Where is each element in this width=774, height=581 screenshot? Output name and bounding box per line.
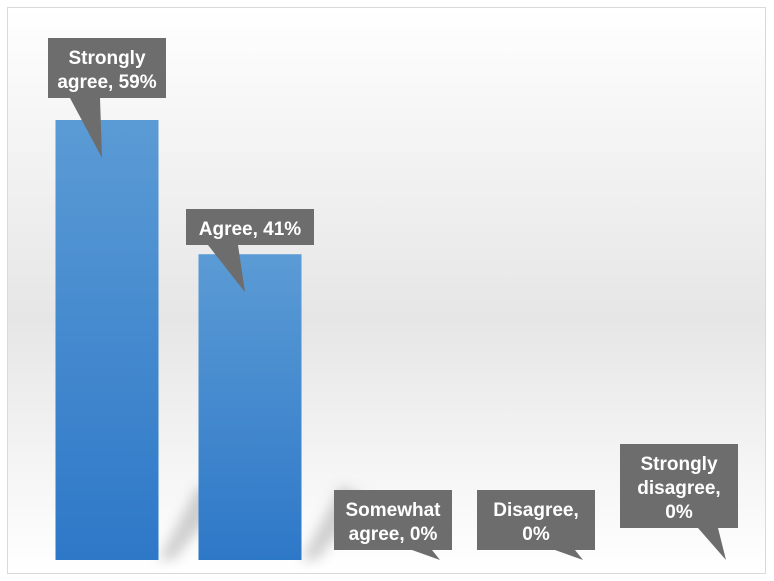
callout-pointer [412, 550, 440, 560]
callout-box [48, 38, 166, 98]
data-label-callout: Strongly disagree, 0% [620, 444, 738, 560]
callout-pointer [70, 98, 102, 158]
data-label-callout: Strongly agree, 59% [48, 38, 166, 158]
data-label-text: Somewhat [345, 500, 441, 521]
data-label-text: disagree, [637, 478, 720, 499]
data-label-text: 0% [665, 502, 693, 523]
callout-box [186, 209, 314, 245]
data-label-text: agree, 59% [57, 72, 156, 93]
data-label-text: Strongly [68, 48, 145, 69]
bar-strongly-agree [55, 120, 159, 560]
data-label-text: Disagree, [493, 500, 579, 521]
data-label-text: Agree, 41% [199, 219, 302, 240]
data-label-callout: Agree, 41% [186, 209, 314, 293]
data-label-callout: Somewhat agree, 0% [334, 490, 452, 560]
data-label-callout: Disagree, 0% [477, 490, 595, 560]
callout-box [620, 444, 738, 528]
callout-box [477, 490, 595, 550]
callout-pointer [208, 245, 245, 293]
bar-agree [198, 254, 302, 560]
callout-pointer [555, 550, 583, 560]
data-label-text: Strongly [640, 454, 717, 475]
callout-pointer [698, 528, 726, 560]
callout-box [334, 490, 452, 550]
data-label-text: agree, 0% [349, 524, 438, 545]
data-label-text: 0% [522, 524, 550, 545]
